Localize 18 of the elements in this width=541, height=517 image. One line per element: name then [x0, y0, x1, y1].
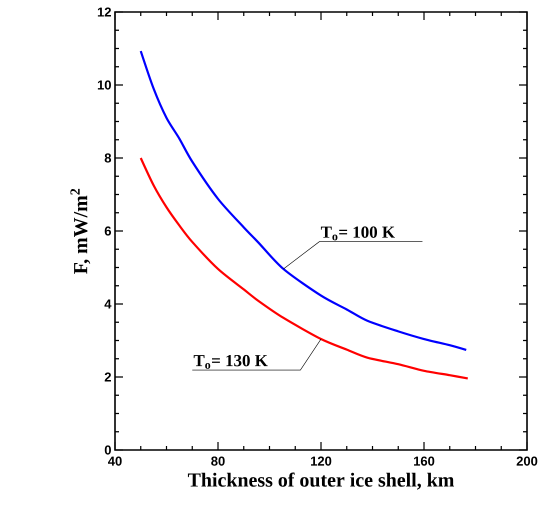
- y-tick-label: 12: [98, 7, 111, 17]
- y-axis-title: F, mW/m$^{2}$: [70, 188, 90, 274]
- y-tick-label: 8: [104, 153, 112, 163]
- x-tick-label: 160: [414, 456, 434, 466]
- y-tick-label: 10: [98, 80, 111, 90]
- x-tick-label: 120: [311, 456, 332, 466]
- x-tick-label: 200: [516, 456, 538, 466]
- line-series: [140, 156, 469, 380]
- x-tick-label: 40: [108, 456, 122, 466]
- annotation: T$_{o}$= 130 K: [194, 354, 268, 369]
- line-series: [140, 50, 468, 352]
- y-tick-label: 2: [104, 372, 111, 382]
- y-tick-label: 4: [104, 300, 112, 308]
- y-tick-label: 0: [104, 445, 111, 455]
- x-axis-title: Thickness of outer ice shell, km: [188, 472, 454, 490]
- y-tick-label: 6: [104, 226, 112, 236]
- annotation: T$_{o}$= 100 K: [320, 226, 395, 240]
- x-tick-label: 80: [211, 456, 225, 466]
